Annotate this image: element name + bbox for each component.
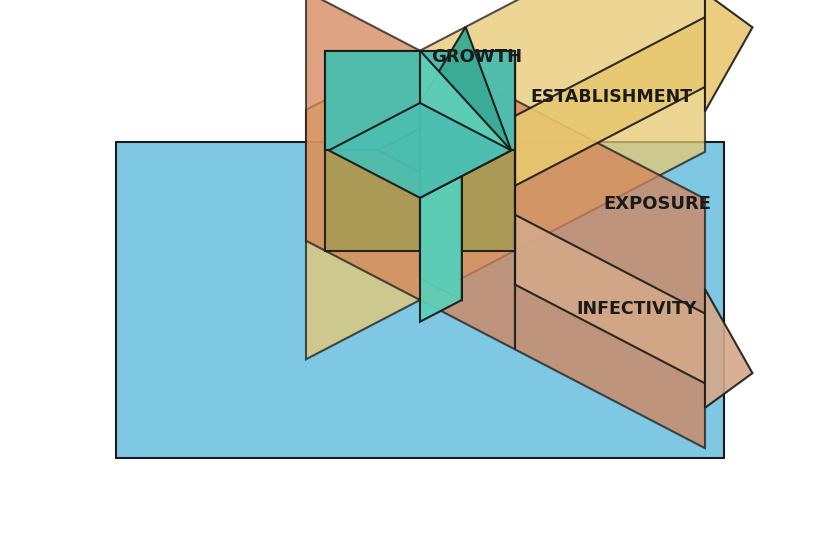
Text: GROWTH: GROWTH [432,48,522,66]
Text: EXPOSURE: EXPOSURE [603,195,711,213]
Polygon shape [325,51,515,251]
Polygon shape [705,0,753,111]
Text: INFECTIVITY: INFECTIVITY [577,300,697,318]
Polygon shape [325,51,515,150]
Polygon shape [705,289,753,408]
Polygon shape [420,27,512,150]
Polygon shape [515,17,705,186]
Polygon shape [420,150,462,322]
Polygon shape [306,0,705,448]
Polygon shape [420,51,512,198]
Polygon shape [306,0,705,359]
Polygon shape [515,215,705,383]
Polygon shape [378,129,462,172]
Polygon shape [116,142,724,458]
Polygon shape [328,103,512,198]
Polygon shape [420,129,462,300]
Text: ESTABLISHMENT: ESTABLISHMENT [530,88,692,106]
